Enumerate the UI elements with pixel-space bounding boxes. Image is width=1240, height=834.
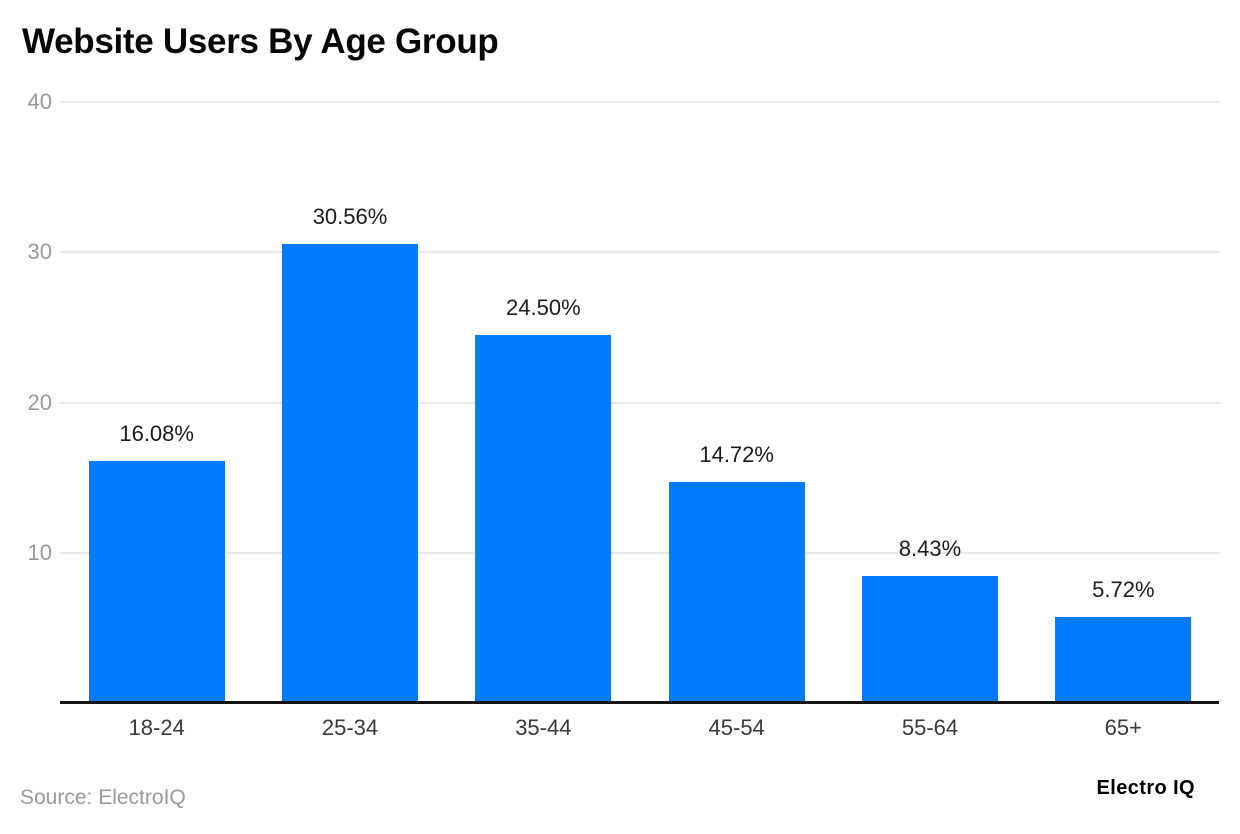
y-tick-label: 40 (27, 89, 52, 114)
x-category-label: 25-34 (321, 715, 379, 740)
bar (282, 243, 418, 703)
bar-value-label: 8.43% (898, 536, 962, 562)
x-category-label: 55-64 (901, 715, 959, 740)
gridline (60, 251, 1220, 254)
x-category-label: 65+ (1104, 715, 1142, 740)
bar-value-label: 24.50% (506, 294, 581, 320)
gridline (60, 551, 1220, 554)
bar-value-label: 5.72% (1092, 577, 1155, 603)
bar-value-label: 16.08% (119, 421, 194, 447)
bar (668, 481, 805, 703)
bar (475, 334, 612, 703)
gridline (60, 401, 1220, 404)
bar (862, 576, 998, 703)
y-tick-label: 20 (27, 389, 52, 415)
bar (1055, 617, 1192, 703)
source-note: Source: ElectroIQ (20, 786, 186, 809)
brand-logo: Electro IQ (1096, 777, 1195, 799)
bar-value-label: 30.56% (312, 203, 388, 229)
x-category-label: 45-54 (708, 715, 765, 740)
bar (88, 461, 225, 703)
x-axis-line (60, 701, 1219, 704)
chart-title: Website Users By Age Group (22, 22, 499, 61)
plot-area: 10 20 30 40 16.08% 18-24 30.56% 25-34 24.50% 35-4… (28, 90, 1220, 740)
bar-value-label: 14.72% (699, 441, 774, 467)
y-tick-label: 10 (27, 539, 52, 565)
gridline (60, 101, 1220, 103)
y-tick-label: 30 (27, 239, 52, 265)
x-category-label: 18-24 (128, 715, 185, 740)
x-category-label: 35-44 (515, 715, 572, 740)
